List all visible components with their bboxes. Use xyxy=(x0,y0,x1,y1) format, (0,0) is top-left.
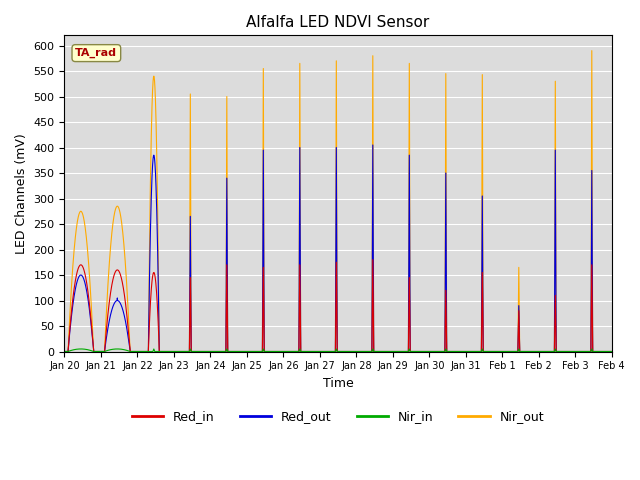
Red_in xyxy=(123,312,131,318)
Nir_out xyxy=(271,348,278,354)
Red_in xyxy=(271,348,278,354)
Red_out xyxy=(597,348,605,354)
Title: Alfalfa LED NDVI Sensor: Alfalfa LED NDVI Sensor xyxy=(246,15,429,30)
Red_out xyxy=(61,348,68,354)
Red_in xyxy=(597,348,605,354)
Legend: Red_in, Red_out, Nir_in, Nir_out: Red_in, Red_out, Nir_in, Nir_out xyxy=(127,405,549,428)
Nir_out xyxy=(597,348,605,354)
Red_out xyxy=(538,348,546,354)
Red_out xyxy=(369,142,377,148)
Nir_out xyxy=(61,348,68,354)
Nir_in xyxy=(538,348,546,354)
Red_out xyxy=(123,326,131,332)
Red_in xyxy=(538,348,546,354)
Text: TA_rad: TA_rad xyxy=(76,48,117,58)
Red_out xyxy=(608,348,616,354)
Nir_in xyxy=(294,348,302,354)
Red_in xyxy=(294,348,302,354)
Red_in xyxy=(369,257,377,263)
Nir_in xyxy=(597,348,605,354)
Nir_in xyxy=(608,348,616,354)
Red_out xyxy=(271,348,278,354)
Nir_in xyxy=(271,348,278,354)
Line: Red_in: Red_in xyxy=(65,260,612,351)
Nir_in xyxy=(61,348,68,354)
Line: Nir_in: Nir_in xyxy=(65,349,612,351)
X-axis label: Time: Time xyxy=(323,377,353,390)
Red_in xyxy=(608,348,616,354)
Nir_in xyxy=(77,346,84,352)
Nir_out xyxy=(294,348,302,354)
Red_in xyxy=(156,348,163,354)
Red_in xyxy=(61,348,68,354)
Line: Red_out: Red_out xyxy=(65,145,612,351)
Nir_in xyxy=(156,348,163,354)
Nir_out xyxy=(608,348,616,354)
Red_out xyxy=(294,348,302,354)
Nir_out xyxy=(156,348,163,354)
Y-axis label: LED Channels (mV): LED Channels (mV) xyxy=(15,133,28,254)
Nir_out xyxy=(538,348,546,354)
Line: Nir_out: Nir_out xyxy=(65,50,612,351)
Nir_out xyxy=(588,48,596,53)
Nir_in xyxy=(123,348,131,353)
Red_out xyxy=(156,348,163,354)
Nir_out xyxy=(123,284,131,289)
